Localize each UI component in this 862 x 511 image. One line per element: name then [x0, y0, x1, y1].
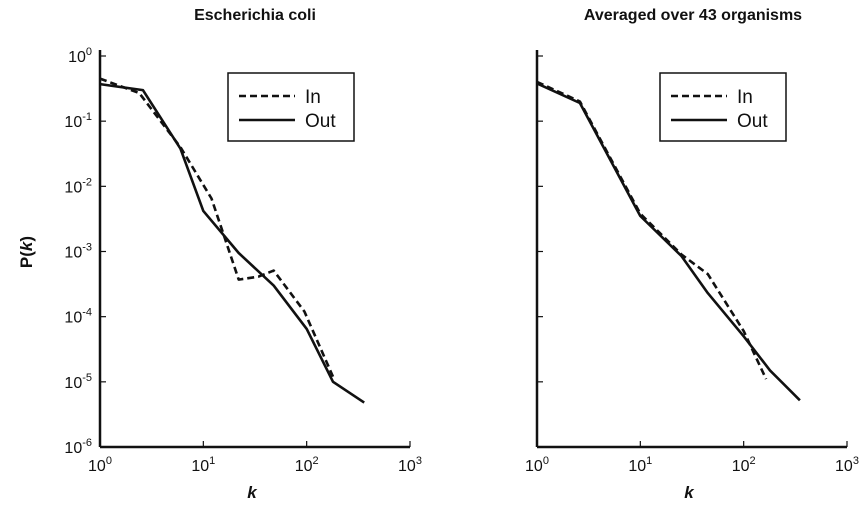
chart-panel-1: Escherichia coli 100 10-1 10-2 10-3 10-4 10-5 1… [17, 7, 422, 502]
x-tick-label: 102 [732, 455, 756, 475]
x-tick-label: 102 [295, 455, 319, 475]
series-line-out [536, 82, 801, 402]
y-tick-label: 10-4 [64, 307, 92, 327]
chart-title: Averaged over 43 organisms [584, 7, 802, 24]
chart-title: Escherichia coli [194, 7, 316, 24]
x-tick-label: 101 [628, 455, 652, 475]
legend: In Out [227, 72, 355, 142]
legend-box [227, 72, 355, 142]
y-tick-label: 10-2 [64, 176, 92, 196]
legend: In Out [659, 72, 787, 142]
series-line-out [99, 82, 365, 404]
x-tick-label: 103 [835, 455, 859, 475]
y-axis-label: P(k) [17, 236, 36, 268]
legend-label-out: Out [737, 111, 768, 132]
x-axis-label: k [247, 483, 258, 502]
x-tick-label: 100 [88, 455, 112, 475]
legend-label-in: In [737, 87, 753, 108]
legend-label-out: Out [305, 111, 336, 132]
x-tick-label: 100 [525, 455, 549, 475]
y-tick-label: 100 [68, 46, 92, 66]
x-tick-label: 101 [191, 455, 215, 475]
x-axis-label: k [684, 483, 695, 502]
chart-panel-2: Averaged over 43 organisms 100 101 102 103 k I… [525, 7, 859, 502]
legend-label-in: In [305, 87, 321, 108]
x-tick-label: 103 [398, 455, 422, 475]
y-tick-label: 10-1 [64, 111, 92, 131]
y-tick-label: 10-3 [64, 242, 92, 262]
y-tick-label: 10-5 [64, 372, 92, 392]
legend-box [659, 72, 787, 142]
series-line-in [99, 77, 335, 378]
y-tick-label: 10-6 [64, 437, 92, 457]
